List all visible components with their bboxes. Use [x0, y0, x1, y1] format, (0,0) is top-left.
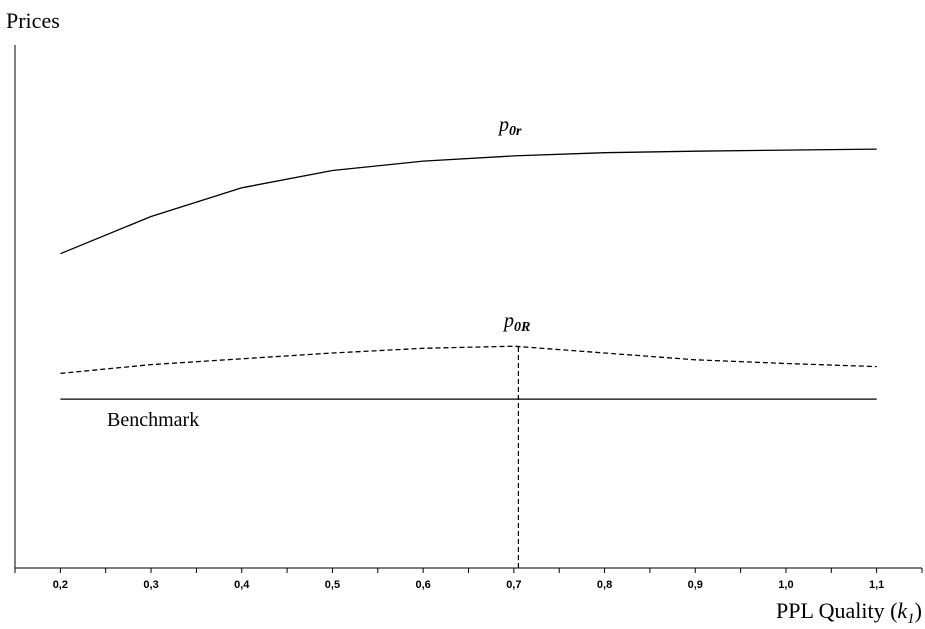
x-ticks [14, 568, 923, 573]
x-axis-title-sub: 1 [907, 611, 915, 627]
y-axis-title: Prices [6, 8, 60, 33]
x-tick-label: 1,1 [869, 579, 884, 591]
series-label-p0r-sub: 0r [509, 124, 522, 139]
x-tick-label: 0,3 [143, 579, 158, 591]
x-tick-labels: 0,2 0,3 0,4 0,5 0,6 0,7 0,8 0,9 1,0 1,1 [53, 579, 885, 591]
x-axis-title-main: PPL Quality ( [776, 598, 897, 623]
x-tick-label: 0,7 [506, 579, 521, 591]
x-axis-title-var: k [897, 598, 908, 623]
series-label-p0R: p0R [502, 310, 530, 335]
x-tick-label: 0,5 [325, 579, 340, 591]
series-line-1 [60, 345, 877, 375]
x-tick-label: 0,2 [53, 579, 68, 591]
series-label-p0R-main: p [502, 310, 514, 332]
series-layer [60, 148, 877, 400]
x-axis-title-close: ) [915, 598, 922, 623]
x-tick-label: 0,8 [597, 579, 612, 591]
series-label-p0r: p0r [497, 114, 522, 139]
series-line-0 [60, 148, 877, 255]
series-label-p0r-main: p [497, 114, 509, 136]
x-tick-label: 0,6 [416, 579, 431, 591]
benchmark-label: Benchmark [107, 409, 199, 431]
x-tick-label: 0,9 [688, 579, 703, 591]
x-axis-title: PPL Quality (k1) [776, 598, 922, 627]
series-label-p0R-sub: 0R [514, 320, 530, 335]
x-tick-label: 0,4 [234, 579, 250, 591]
x-tick-label: 1,0 [778, 579, 793, 591]
